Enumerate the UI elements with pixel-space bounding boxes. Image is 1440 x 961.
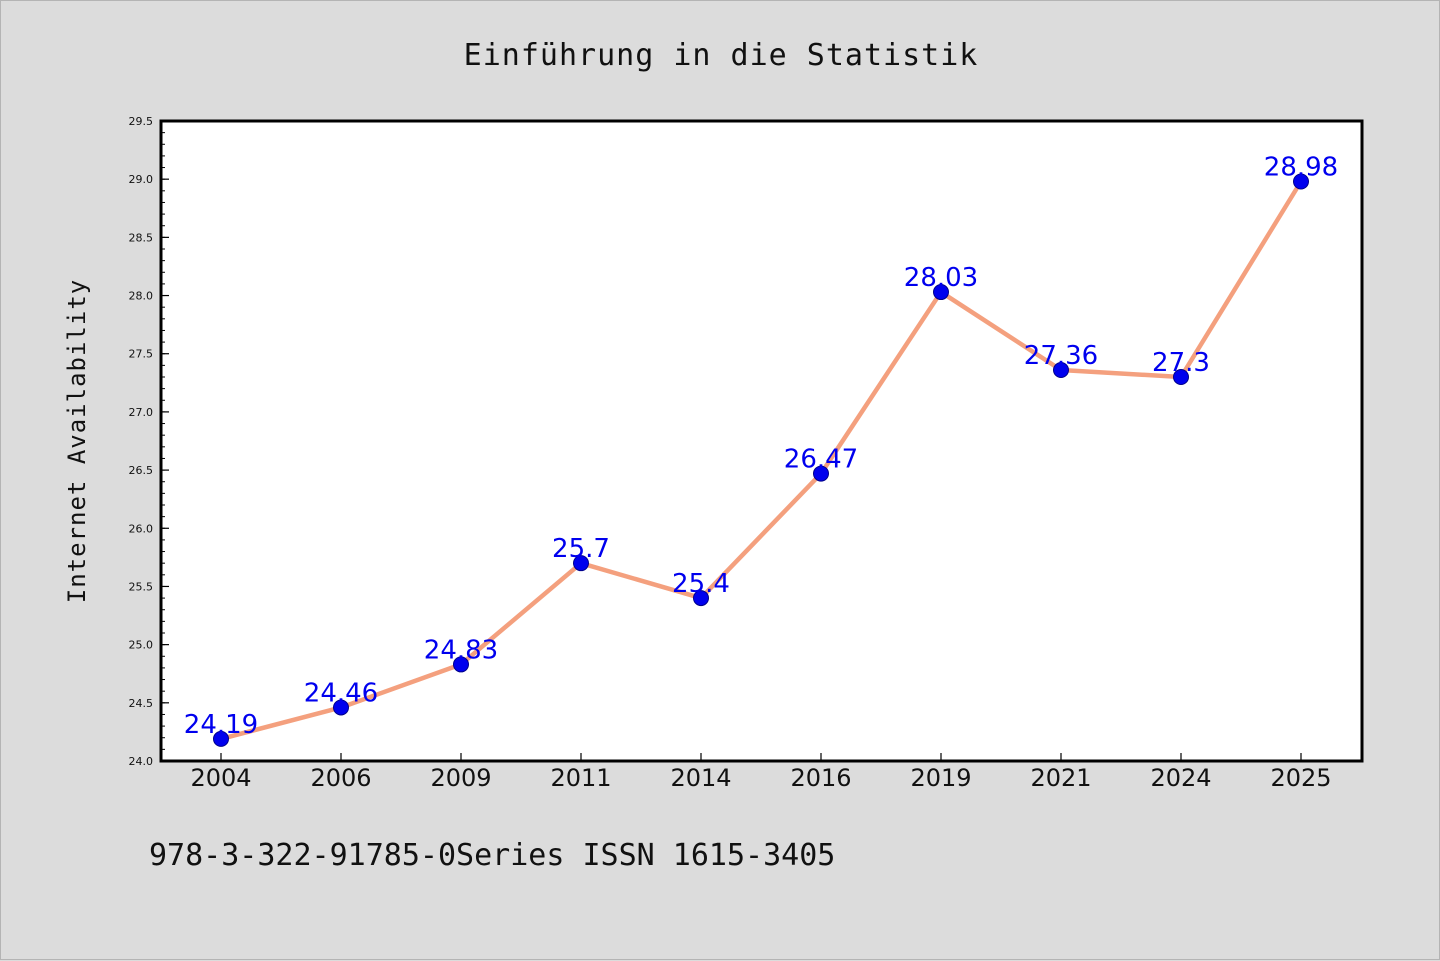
y-tick-label: 26.5 [129, 464, 154, 477]
y-tick-label: 24.5 [129, 697, 154, 710]
data-label: 26.47 [784, 445, 858, 475]
data-point [1173, 369, 1189, 385]
data-label: 27.36 [1024, 341, 1098, 371]
y-tick-label: 28.0 [129, 290, 154, 303]
data-point [573, 555, 589, 572]
x-tick-label: 2014 [670, 764, 731, 792]
y-tick-label: 27.0 [129, 406, 154, 419]
data-label: 25.4 [672, 569, 730, 599]
chart-title: Einführung in die Statistik [464, 38, 979, 73]
footer-text: 978-3-322-91785-0Series ISSN 1615-3405 [149, 838, 835, 873]
plot-area [159, 119, 1364, 763]
y-tick-label: 27.5 [129, 348, 154, 361]
y-tick-label: 28.5 [129, 231, 154, 244]
y-tick-label: 24.0 [129, 755, 154, 768]
data-label-group: 24.19 24.46 24.83 25.7 25.4 26.47 28.03 27.36 27… [184, 153, 1338, 740]
data-label: 24.83 [424, 635, 498, 665]
y-tick-label: 26.0 [129, 522, 154, 535]
x-tick-label: 2006 [310, 764, 371, 792]
data-point [1053, 362, 1069, 379]
y-tick-label: 29.5 [129, 115, 154, 128]
data-point [453, 656, 469, 673]
x-tick-label: 2004 [190, 764, 251, 792]
x-tick-label: 2009 [430, 764, 491, 792]
x-tick-label: 2011 [550, 764, 611, 792]
data-label: 25.7 [552, 534, 610, 564]
data-point [333, 699, 349, 716]
data-label: 24.19 [184, 710, 258, 740]
x-axis: 2004 2006 2009 2011 2014 2016 2019 2021 2024 2025 [190, 753, 1332, 792]
marker-group [213, 173, 1309, 747]
x-tick-label: 2019 [910, 764, 971, 792]
x-tick-label: 2016 [790, 764, 851, 792]
y-axis-label: Internet Availability [63, 279, 91, 603]
data-point [693, 590, 709, 607]
data-point [1293, 173, 1309, 190]
series-line [218, 179, 1304, 742]
data-label: 28.98 [1264, 153, 1338, 183]
y-axis: 24.0 24.5 25.0 25.5 26.0 26.5 27.0 27.5 28.0 28.5… [129, 115, 169, 768]
data-label: 27.3 [1152, 348, 1210, 378]
data-point [213, 730, 229, 747]
data-point [933, 284, 949, 301]
x-tick-label: 2024 [1150, 764, 1211, 792]
y-tick-label: 25.5 [129, 580, 154, 593]
data-label: 28.03 [904, 263, 978, 293]
series-line-group [218, 179, 1304, 742]
x-tick-label: 2021 [1030, 764, 1091, 792]
data-point [813, 465, 829, 482]
x-tick-label: 2025 [1270, 764, 1331, 792]
data-label: 24.46 [304, 678, 378, 708]
y-tick-label: 29.0 [129, 173, 154, 186]
y-tick-label: 25.0 [129, 639, 154, 652]
